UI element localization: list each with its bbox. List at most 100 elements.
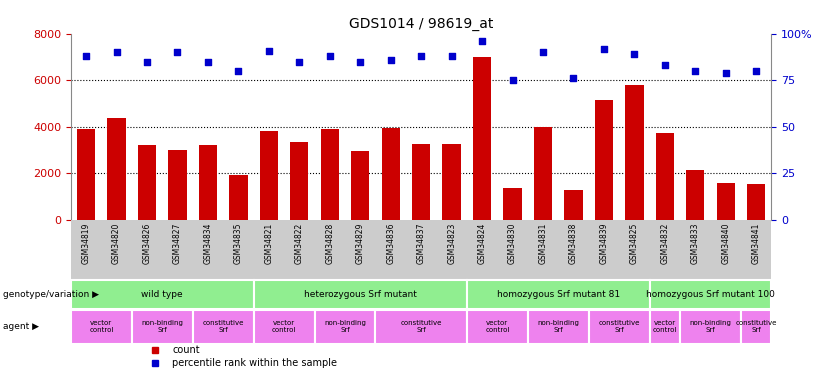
Text: GSM34828: GSM34828 xyxy=(325,223,334,264)
Bar xyxy=(741,310,771,344)
Bar xyxy=(680,310,741,344)
Point xyxy=(110,50,123,55)
Bar xyxy=(443,144,460,220)
Bar xyxy=(168,150,187,220)
Text: constitutive
Srf: constitutive Srf xyxy=(203,321,244,333)
Bar xyxy=(351,151,369,220)
Point xyxy=(79,53,93,59)
Point xyxy=(658,62,671,68)
Text: vector
control: vector control xyxy=(89,321,113,333)
Point xyxy=(597,46,610,52)
Point xyxy=(536,50,550,55)
Text: vector
control: vector control xyxy=(272,321,296,333)
Text: GSM34820: GSM34820 xyxy=(112,223,121,264)
Bar xyxy=(132,310,193,344)
Bar xyxy=(108,117,126,220)
Bar xyxy=(473,57,491,220)
Point xyxy=(140,58,153,64)
Text: constitutive
Srf: constitutive Srf xyxy=(400,321,442,333)
Text: agent ▶: agent ▶ xyxy=(3,322,38,332)
Point xyxy=(293,58,306,64)
Bar xyxy=(71,310,132,344)
Bar xyxy=(650,280,771,309)
Point xyxy=(475,38,489,44)
Text: GSM34829: GSM34829 xyxy=(356,223,364,264)
Point xyxy=(171,50,184,55)
Text: GSM34823: GSM34823 xyxy=(447,223,456,264)
Bar xyxy=(656,133,674,220)
Text: non-binding
Srf: non-binding Srf xyxy=(537,321,579,333)
Bar xyxy=(650,310,680,344)
Text: heterozygous Srf mutant: heterozygous Srf mutant xyxy=(304,290,417,299)
Bar xyxy=(626,85,644,220)
Text: non-binding
Srf: non-binding Srf xyxy=(324,321,366,333)
Point xyxy=(445,53,459,59)
Text: vector
control: vector control xyxy=(485,321,510,333)
Bar xyxy=(716,183,735,220)
Bar xyxy=(382,128,399,220)
Bar xyxy=(77,129,95,220)
Bar xyxy=(198,146,217,220)
Point xyxy=(232,68,245,74)
Text: GSM34832: GSM34832 xyxy=(661,223,670,264)
Bar xyxy=(565,190,583,220)
Text: homozygous Srf mutant 81: homozygous Srf mutant 81 xyxy=(497,290,620,299)
Bar xyxy=(229,174,248,220)
Text: GSM34825: GSM34825 xyxy=(630,223,639,264)
Bar xyxy=(138,146,156,220)
Bar xyxy=(534,127,552,220)
Point xyxy=(384,57,397,63)
Bar xyxy=(71,280,254,309)
Text: GSM34833: GSM34833 xyxy=(691,223,700,264)
Point xyxy=(506,77,520,83)
Text: GSM34821: GSM34821 xyxy=(264,223,274,264)
Point xyxy=(689,68,702,74)
Text: GSM34839: GSM34839 xyxy=(600,223,609,264)
Bar xyxy=(528,310,589,344)
Text: GSM34834: GSM34834 xyxy=(203,223,213,264)
Bar xyxy=(686,170,705,220)
Text: homozygous Srf mutant 100: homozygous Srf mutant 100 xyxy=(646,290,775,299)
Text: wild type: wild type xyxy=(142,290,183,299)
Point xyxy=(628,51,641,57)
Bar xyxy=(320,129,339,220)
Bar xyxy=(589,310,650,344)
Text: GSM34822: GSM34822 xyxy=(295,223,304,264)
Text: constitutive
Srf: constitutive Srf xyxy=(599,321,640,333)
Point xyxy=(354,58,367,64)
Point xyxy=(719,70,732,76)
Text: GSM34835: GSM34835 xyxy=(234,223,243,264)
Text: GSM34841: GSM34841 xyxy=(751,223,761,264)
Text: GSM34819: GSM34819 xyxy=(82,223,91,264)
Bar xyxy=(314,310,375,344)
Text: GSM34831: GSM34831 xyxy=(539,223,547,264)
Bar xyxy=(595,100,613,220)
Text: genotype/variation ▶: genotype/variation ▶ xyxy=(3,290,98,299)
Bar xyxy=(747,184,766,220)
Point xyxy=(414,53,428,59)
Text: vector
control: vector control xyxy=(653,321,677,333)
Title: GDS1014 / 98619_at: GDS1014 / 98619_at xyxy=(349,17,494,32)
Text: constitutive
Srf: constitutive Srf xyxy=(736,321,777,333)
Text: non-binding
Srf: non-binding Srf xyxy=(141,321,183,333)
Point xyxy=(323,53,336,59)
Point xyxy=(201,58,214,64)
Text: GSM34836: GSM34836 xyxy=(386,223,395,264)
Bar xyxy=(504,189,522,220)
Text: GSM34824: GSM34824 xyxy=(478,223,486,264)
Bar xyxy=(412,144,430,220)
Bar xyxy=(254,280,467,309)
Text: count: count xyxy=(173,345,200,355)
Text: GSM34837: GSM34837 xyxy=(417,223,425,264)
Bar xyxy=(290,142,309,220)
Bar xyxy=(193,310,254,344)
Point xyxy=(567,75,580,81)
Point xyxy=(750,68,763,74)
Text: GSM34838: GSM34838 xyxy=(569,223,578,264)
Text: GSM34827: GSM34827 xyxy=(173,223,182,264)
Text: GSM34840: GSM34840 xyxy=(721,223,731,264)
Bar xyxy=(259,132,278,220)
Text: percentile rank within the sample: percentile rank within the sample xyxy=(173,358,338,368)
Point xyxy=(262,48,275,54)
Text: GSM34826: GSM34826 xyxy=(143,223,152,264)
